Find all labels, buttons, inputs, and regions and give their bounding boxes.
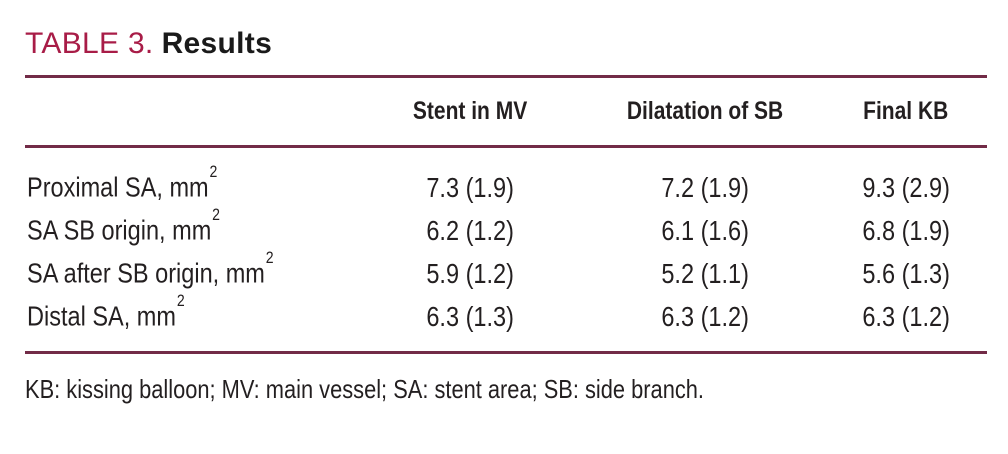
table-row: SA after SB origin, mm2 5.9 (1.2) 5.2 (1… xyxy=(25,248,987,295)
table-body: Proximal SA, mm2 7.3 (1.9) 7.2 (1.9) 9.3… xyxy=(25,148,987,351)
header-rule xyxy=(25,145,987,148)
column-header-final-kb: Final KB xyxy=(863,97,949,125)
table-cell: 6.8 (1.9) xyxy=(862,214,950,246)
row-label: SA after SB origin, mm2 xyxy=(27,248,274,289)
table-number-label: TABLE 3. xyxy=(25,27,154,60)
superscript: 2 xyxy=(212,205,220,225)
table-cell: 6.2 (1.2) xyxy=(426,214,514,246)
table-row: Distal SA, mm2 6.3 (1.3) 6.3 (1.2) 6.3 (… xyxy=(25,291,987,338)
row-label: Proximal SA, mm2 xyxy=(27,162,218,203)
row-label: Distal SA, mm2 xyxy=(27,291,185,332)
table-cell: 6.3 (1.3) xyxy=(426,300,514,332)
superscript: 2 xyxy=(176,291,185,311)
table-cell: 7.2 (1.9) xyxy=(661,171,749,203)
table-cell: 6.3 (1.2) xyxy=(661,300,749,332)
superscript: 2 xyxy=(265,248,274,268)
top-rule xyxy=(25,75,987,78)
table-cell: 5.9 (1.2) xyxy=(426,257,514,289)
table-header-row: Stent in MV Dilatation of SB Final KB xyxy=(25,78,987,145)
table-cell: 5.6 (1.3) xyxy=(862,257,950,289)
table-cell: 6.3 (1.2) xyxy=(862,300,950,332)
table-title: TABLE 3. Results xyxy=(25,26,1008,62)
table-footnote: KB: kissing balloon; MV: main vessel; SA… xyxy=(25,374,704,404)
column-header-stent-in-mv: Stent in MV xyxy=(412,97,528,125)
superscript: 2 xyxy=(209,162,218,182)
table-title-text: Results xyxy=(161,27,273,60)
table-cell: 5.2 (1.1) xyxy=(661,257,749,289)
table-cell: 7.3 (1.9) xyxy=(426,171,514,203)
table-cell: 9.3 (2.9) xyxy=(862,171,950,203)
bottom-rule xyxy=(25,351,987,354)
table-row: Proximal SA, mm2 7.3 (1.9) 7.2 (1.9) 9.3… xyxy=(25,162,987,209)
row-label: SA SB origin, mm2 xyxy=(27,205,220,246)
column-header-dilatation-of-sb: Dilatation of SB xyxy=(626,97,784,125)
table-row: SA SB origin, mm2 6.2 (1.2) 6.1 (1.6) 6.… xyxy=(25,205,987,252)
table-cell: 6.1 (1.6) xyxy=(661,214,749,246)
